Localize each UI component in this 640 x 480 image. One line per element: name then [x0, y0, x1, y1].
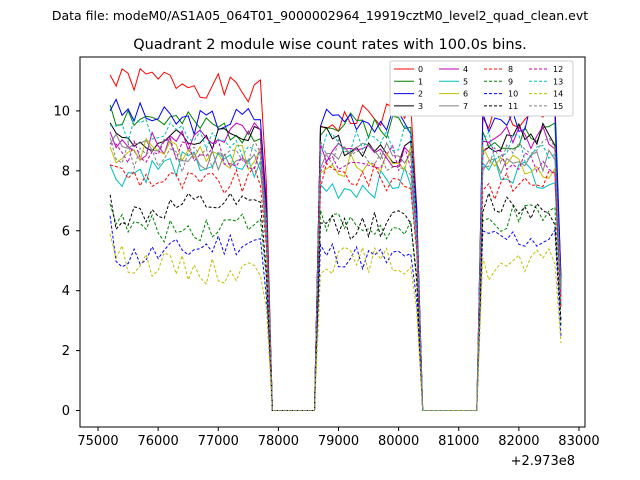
x-tick-label: 81000 — [438, 434, 479, 449]
series-line-2 — [109, 98, 562, 411]
series-line-3 — [109, 122, 562, 411]
series-line-8 — [109, 162, 562, 411]
series-line-11 — [109, 191, 562, 411]
y-axis: 0 2 4 6 8 10 — [53, 104, 80, 419]
legend-label-10: 10 — [508, 90, 518, 99]
x-tick-label: 80000 — [378, 434, 419, 449]
y-tick-label: 2 — [62, 344, 70, 359]
figure-suptitle: Data file: modeM0/AS1A05_064T01_90000029… — [52, 8, 588, 23]
series-line-14 — [109, 233, 562, 411]
legend-label-5: 5 — [463, 77, 468, 86]
legend-label-3: 3 — [418, 102, 423, 111]
legend-label-12: 12 — [553, 65, 563, 74]
x-tick-label: 77000 — [198, 434, 239, 449]
x-tick-label: 76000 — [137, 434, 178, 449]
legend-label-8: 8 — [508, 65, 513, 74]
legend-label-11: 11 — [508, 102, 518, 111]
y-tick-label: 0 — [62, 404, 70, 419]
series-layer — [109, 67, 562, 411]
legend-label-15: 15 — [553, 102, 563, 111]
series-line-10 — [109, 215, 562, 411]
y-tick-label: 10 — [53, 104, 70, 119]
series-line-5 — [109, 150, 562, 411]
x-tick-label: 82000 — [498, 434, 539, 449]
y-tick-label: 8 — [62, 164, 70, 179]
series-line-15 — [109, 137, 562, 411]
series-line-4 — [109, 122, 562, 411]
x-tick-label: 79000 — [318, 434, 359, 449]
legend-box — [389, 60, 574, 117]
series-line-12 — [110, 137, 562, 411]
x-tick-label: 75000 — [77, 434, 118, 449]
x-axis: 75000 76000 77000 78000 79000 80000 81000 82000… — [77, 427, 600, 449]
legend-label-14: 14 — [553, 90, 563, 99]
legend-label-9: 9 — [508, 77, 513, 86]
series-line-0 — [109, 67, 562, 411]
y-tick-label: 6 — [62, 224, 70, 239]
x-tick-label: 78000 — [258, 434, 299, 449]
legend-label-1: 1 — [418, 77, 423, 86]
legend-label-2: 2 — [418, 90, 423, 99]
legend-label-4: 4 — [463, 65, 468, 74]
series-line-1 — [109, 104, 562, 411]
y-tick-label: 4 — [62, 284, 70, 299]
series-line-9 — [109, 203, 562, 411]
series-line-13 — [110, 117, 562, 411]
series-line-6 — [109, 137, 562, 411]
series-line-7 — [109, 133, 562, 411]
plot-frame — [79, 56, 586, 428]
legend-label-13: 13 — [553, 77, 563, 86]
x-offset-label: +2.973e8 — [511, 454, 575, 469]
legend-label-6: 6 — [463, 90, 468, 99]
x-tick-label: 83000 — [558, 434, 599, 449]
chart-title: Quadrant 2 module wise count rates with … — [133, 37, 527, 53]
legend-label-0: 0 — [418, 65, 423, 74]
legend-label-7: 7 — [463, 102, 468, 111]
